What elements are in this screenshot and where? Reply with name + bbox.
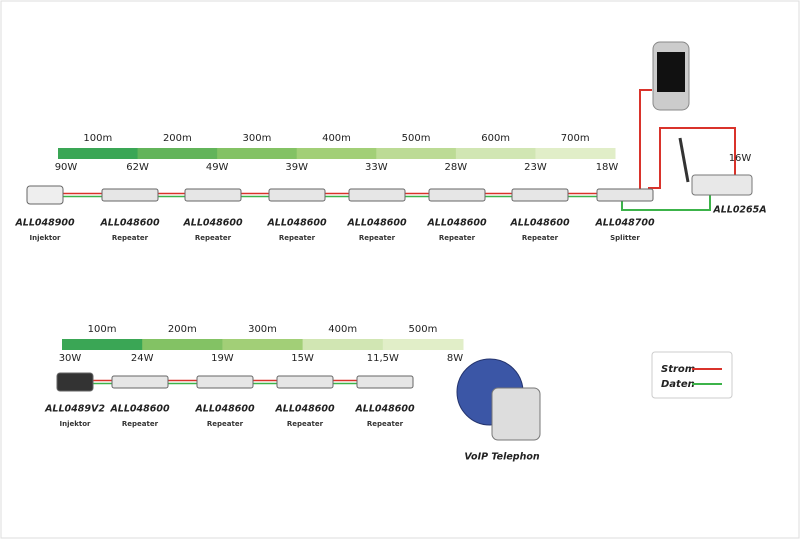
distance-label: 200m: [163, 133, 192, 144]
distance-label: 100m: [88, 324, 117, 335]
distance-label: 500m: [402, 133, 431, 144]
legend-label: Strom: [661, 364, 695, 375]
device-model: VoIP Telephon: [464, 452, 539, 463]
repeater: [596, 188, 654, 202]
repeater: [356, 375, 414, 389]
device-role: Repeater: [207, 420, 244, 428]
distance-label: 400m: [328, 324, 357, 335]
power-label: 49W: [206, 162, 229, 173]
repeater: [268, 188, 326, 202]
power-label: 24W: [131, 353, 154, 364]
legend-box: [651, 351, 733, 399]
device-model: ALL0265A: [712, 205, 766, 216]
distance-segment: [296, 148, 377, 159]
power-label: 39W: [285, 162, 308, 173]
device-model: ALL048600: [194, 404, 255, 415]
injector: [26, 185, 64, 205]
power-line: [639, 89, 652, 190]
device-model: ALL048700: [594, 218, 655, 229]
device-model: ALL048900: [14, 218, 75, 229]
repeater: [196, 375, 254, 389]
power-label: 28W: [445, 162, 468, 173]
repeater: [101, 188, 159, 202]
distance-segment: [62, 339, 143, 350]
access-point: [691, 174, 753, 196]
distance-segment: [58, 148, 139, 159]
device-model: ALL048600: [509, 218, 570, 229]
smartphone-screen: [657, 52, 685, 92]
distance-segment: [376, 148, 457, 159]
power-label: 8W: [447, 353, 463, 364]
distance-segment: [535, 148, 616, 159]
power-label: 16W: [729, 153, 752, 164]
data-line: [621, 190, 711, 211]
device-model: ALL048600: [346, 218, 407, 229]
distance-label: 200m: [168, 324, 197, 335]
device-model: ALL0489V2: [44, 404, 105, 415]
device-role: Repeater: [195, 234, 232, 242]
repeater: [511, 188, 569, 202]
power-label: 11,5W: [367, 353, 399, 364]
repeater: [111, 375, 169, 389]
distance-segment: [382, 339, 464, 350]
power-label: 15W: [291, 353, 314, 364]
device-role: Injektor: [30, 234, 62, 242]
distance-label: 700m: [561, 133, 590, 144]
device-model: ALL048600: [266, 218, 327, 229]
telephone: [491, 387, 541, 441]
distance-segment: [455, 148, 536, 159]
injector: [56, 372, 94, 392]
device-model: ALL048600: [274, 404, 335, 415]
repeater: [348, 188, 406, 202]
repeater: [276, 375, 334, 389]
power-label: 33W: [365, 162, 388, 173]
power-line: [648, 127, 736, 189]
device-model: ALL048600: [109, 404, 170, 415]
device-role: Injektor: [60, 420, 92, 428]
distance-label: 100m: [83, 133, 112, 144]
distance-segment: [142, 339, 223, 350]
device-model: ALL048600: [426, 218, 487, 229]
power-label: 19W: [211, 353, 234, 364]
device-role: Repeater: [359, 234, 396, 242]
distance-segment: [217, 148, 298, 159]
device-model: ALL048600: [182, 218, 243, 229]
distance-label: 400m: [322, 133, 351, 144]
device-role: Repeater: [522, 234, 559, 242]
device-role: Repeater: [367, 420, 404, 428]
distance-label: 500m: [408, 324, 437, 335]
legend-label: Daten: [661, 379, 695, 390]
repeater: [428, 188, 486, 202]
distance-segment: [302, 339, 384, 350]
device-role: Splitter: [610, 234, 640, 242]
device-role: Repeater: [112, 234, 149, 242]
antenna: [678, 137, 690, 183]
device-model: ALL048600: [354, 404, 415, 415]
device-role: Repeater: [279, 234, 316, 242]
distance-label: 600m: [481, 133, 510, 144]
distance-segment: [137, 148, 218, 159]
device-model: ALL048600: [99, 218, 160, 229]
power-label: 30W: [59, 353, 82, 364]
distance-label: 300m: [248, 324, 277, 335]
power-label: 23W: [524, 162, 547, 173]
device-role: Repeater: [439, 234, 476, 242]
device-role: Repeater: [287, 420, 324, 428]
distance-segment: [222, 339, 304, 350]
device-role: Repeater: [122, 420, 159, 428]
repeater: [184, 188, 242, 202]
power-label: 90W: [55, 162, 78, 173]
power-label: 62W: [126, 162, 149, 173]
power-label: 18W: [596, 162, 619, 173]
distance-label: 300m: [243, 133, 272, 144]
